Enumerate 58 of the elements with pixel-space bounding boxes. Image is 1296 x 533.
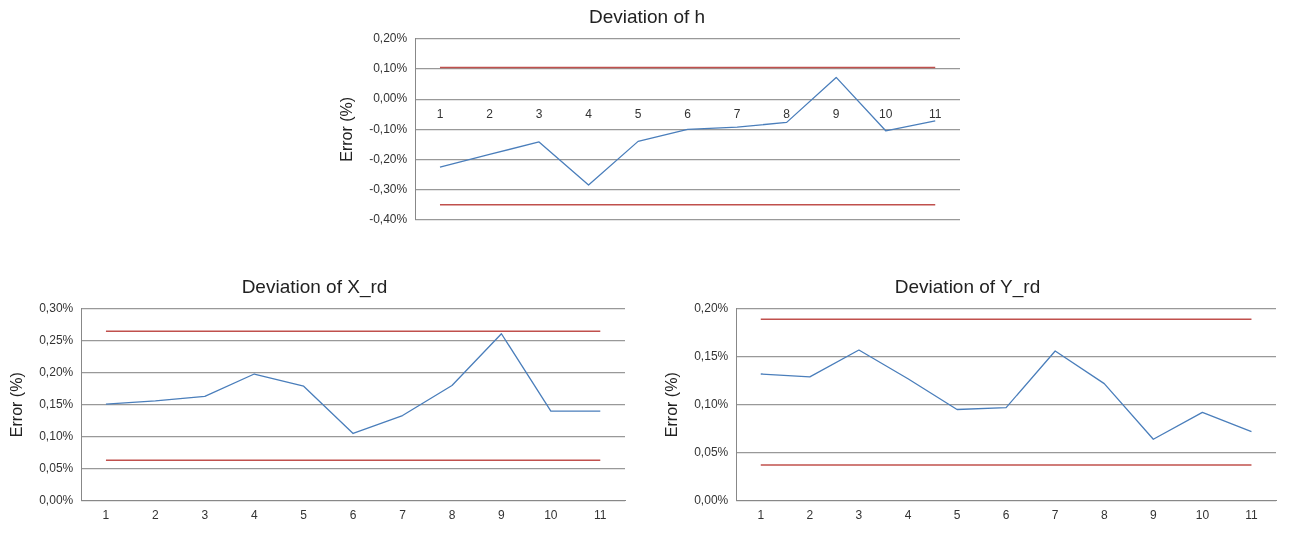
x-tick-label: 3 — [201, 508, 209, 523]
x-tick-label: 4 — [904, 508, 912, 523]
x-tick-label: 10 — [544, 508, 558, 523]
x-tick-label: 8 — [1100, 508, 1108, 523]
x-tick-label: 5 — [300, 508, 308, 523]
x-tick-label: 7 — [733, 106, 741, 121]
y-tick-label: 0,30% — [39, 301, 74, 316]
x-tick-label: 6 — [684, 106, 692, 121]
x-tick-label: 9 — [832, 106, 840, 121]
x-tick-label: 1 — [757, 508, 765, 523]
y-tick-label: 0,20% — [373, 31, 408, 46]
y-tick-label: 0,05% — [694, 444, 729, 459]
y-tick-label: 0,10% — [373, 61, 408, 76]
x-tick-label: 1 — [436, 106, 444, 121]
x-tick-label: 3 — [855, 508, 863, 523]
x-tick-label: 11 — [929, 106, 942, 121]
x-tick-label: 9 — [498, 508, 506, 523]
x-tick-label: 10 — [1195, 508, 1210, 523]
y-tick-label: 0,15% — [694, 349, 729, 364]
x-tick-label: 7 — [1051, 508, 1059, 523]
y-tick-label: 0,10% — [39, 428, 74, 443]
y-tick-label: 0,00% — [694, 492, 729, 507]
x-tick-label: 8 — [783, 106, 791, 121]
chart-title: Deviation of Y_rd — [894, 275, 1041, 298]
x-tick-label: 1 — [102, 508, 110, 523]
y-axis-title: Error (%) — [338, 96, 356, 162]
x-tick-label: 5 — [953, 508, 961, 523]
x-tick-label: 2 — [806, 508, 814, 523]
chart-title: Deviation of h — [588, 5, 706, 27]
y-tick-label: 0,20% — [694, 301, 729, 316]
x-tick-label: 7 — [399, 508, 407, 523]
y-tick-label: 0,10% — [694, 397, 729, 412]
y-axis-title: Error (%) — [8, 372, 26, 438]
x-tick-label: 10 — [879, 106, 893, 121]
y-tick-label: -0,10% — [369, 121, 408, 136]
x-tick-label: 3 — [535, 106, 543, 121]
y-axis-title: Error (%) — [663, 372, 681, 438]
x-tick-label: 5 — [634, 106, 642, 121]
x-tick-label: 4 — [250, 508, 258, 523]
y-tick-label: 0,05% — [39, 460, 74, 475]
x-tick-label: 2 — [486, 106, 494, 121]
y-tick-label: 0,15% — [39, 397, 74, 412]
y-tick-label: -0,30% — [369, 181, 408, 196]
x-tick-label: 8 — [448, 508, 456, 523]
x-tick-label: 2 — [152, 508, 160, 523]
y-tick-label: 0,00% — [373, 91, 408, 106]
y-tick-label: 0,00% — [39, 492, 74, 507]
y-tick-label: 0,20% — [39, 365, 74, 380]
x-tick-label: 11 — [1245, 508, 1259, 523]
y-tick-label: -0,20% — [369, 151, 408, 166]
x-tick-label: 6 — [1002, 508, 1010, 523]
x-tick-label: 6 — [349, 508, 357, 523]
chart-title: Deviation of X_rd — [241, 275, 388, 298]
y-tick-label: 0,25% — [39, 333, 74, 348]
x-tick-label: 11 — [594, 508, 607, 523]
x-tick-label: 4 — [585, 106, 593, 121]
y-tick-label: -0,40% — [369, 212, 408, 227]
x-tick-label: 9 — [1149, 508, 1157, 523]
